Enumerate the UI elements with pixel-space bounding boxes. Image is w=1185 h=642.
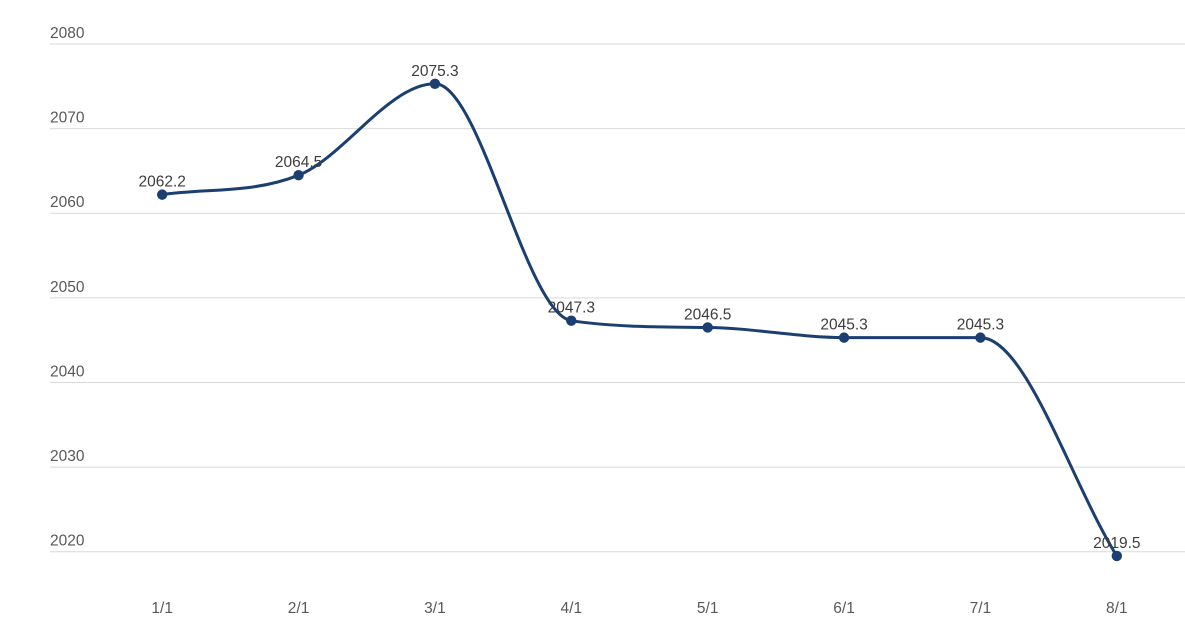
data-point-marker[interactable]: [293, 169, 304, 181]
data-point-marker[interactable]: [975, 332, 986, 343]
y-axis-tick-label: 2030: [50, 448, 85, 465]
y-axis-tick-label: 2020: [50, 533, 85, 550]
data-point-label: 2062.2: [138, 174, 185, 191]
data-labels-group: 2062.2 2064.5 2075.3 2047.3 2046.5 2045.3 2045…: [138, 63, 1140, 552]
data-point-label: 2075.3: [411, 63, 458, 80]
y-axis-tick-label: 2040: [50, 363, 85, 380]
y-axis-tick-label: 2080: [50, 25, 85, 42]
x-axis-tick-label: 8/1: [1106, 600, 1128, 617]
y-axis-tick-label: 2050: [50, 279, 85, 296]
data-point-label: 2045.3: [820, 317, 867, 334]
x-axis-tick-label: 6/1: [833, 600, 855, 617]
y-axis-tick-label: 2070: [50, 110, 85, 127]
data-point-marker[interactable]: [156, 189, 168, 200]
x-axis-tick-label: 7/1: [970, 600, 992, 617]
data-point-label: 2047.3: [548, 300, 595, 317]
data-point-label: 2045.3: [957, 317, 1004, 334]
data-point-marker[interactable]: [1111, 550, 1123, 562]
x-axis-tick-label: 1/1: [151, 600, 173, 617]
x-axis-tick-label: 4/1: [561, 600, 583, 617]
y-axis-labels-group: 2020 2030 2040 2050 2060 2070 2080: [50, 25, 85, 550]
data-points-group: [156, 78, 1123, 562]
data-point-label: 2046.5: [684, 306, 731, 323]
data-point-marker[interactable]: [838, 332, 850, 343]
data-point-label: 2019.5: [1093, 535, 1140, 552]
x-axis-labels-group: 1/1 2/1 3/1 4/1 5/1 6/1 7/1 8/1: [151, 600, 1127, 617]
data-point-marker[interactable]: [702, 322, 713, 333]
x-axis-tick-label: 5/1: [697, 600, 719, 617]
x-axis-tick-label: 2/1: [288, 600, 310, 617]
data-point-marker[interactable]: [429, 78, 441, 89]
x-axis-tick-label: 3/1: [424, 600, 446, 617]
data-point-marker[interactable]: [566, 315, 577, 326]
gridlines-group: [50, 43, 1185, 553]
data-point-label: 2064.5: [275, 154, 322, 171]
y-axis-tick-label: 2060: [50, 194, 85, 211]
